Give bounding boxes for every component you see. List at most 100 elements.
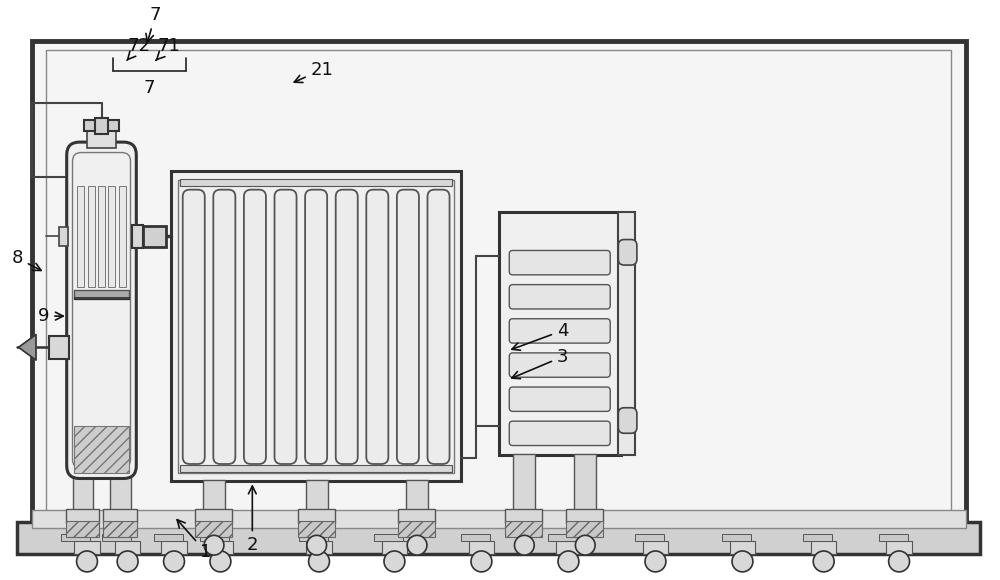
Bar — [161, 541, 187, 554]
Text: 71: 71 — [156, 37, 181, 60]
FancyBboxPatch shape — [213, 190, 235, 464]
FancyBboxPatch shape — [275, 190, 297, 464]
Bar — [88, 186, 95, 287]
Bar — [208, 541, 233, 554]
Bar — [73, 477, 93, 512]
Bar — [811, 541, 836, 554]
Bar — [46, 50, 951, 518]
Circle shape — [645, 551, 666, 572]
Bar — [143, 226, 166, 246]
Bar — [306, 480, 328, 512]
Bar — [180, 465, 452, 472]
Bar — [635, 534, 664, 541]
Bar — [398, 521, 435, 536]
FancyBboxPatch shape — [618, 408, 637, 433]
Bar — [566, 509, 603, 523]
Circle shape — [204, 535, 224, 555]
Text: 8: 8 — [12, 249, 41, 270]
Circle shape — [384, 551, 405, 572]
Bar — [66, 509, 99, 523]
Bar — [195, 509, 232, 523]
Bar — [87, 130, 116, 148]
Bar — [499, 212, 621, 455]
Circle shape — [889, 551, 910, 572]
Bar — [382, 541, 407, 554]
Bar — [154, 534, 183, 541]
Circle shape — [164, 551, 184, 572]
Bar — [132, 224, 143, 248]
Bar — [406, 480, 428, 512]
Circle shape — [407, 535, 427, 555]
Text: 7: 7 — [146, 5, 161, 42]
Bar — [730, 541, 755, 554]
Bar — [180, 179, 452, 186]
Circle shape — [575, 535, 595, 555]
Bar — [299, 534, 328, 541]
Bar — [643, 541, 668, 554]
FancyBboxPatch shape — [336, 190, 358, 464]
Bar — [115, 541, 140, 554]
Bar — [513, 454, 535, 512]
FancyBboxPatch shape — [509, 251, 610, 275]
Text: 1: 1 — [177, 520, 212, 561]
Circle shape — [813, 551, 834, 572]
Bar — [298, 509, 335, 523]
Text: 9: 9 — [38, 307, 63, 325]
Text: 2: 2 — [247, 486, 258, 554]
Bar — [74, 426, 129, 473]
Bar — [195, 521, 232, 536]
Bar — [505, 521, 542, 536]
Bar — [102, 534, 131, 541]
Bar — [95, 118, 108, 134]
FancyBboxPatch shape — [427, 190, 450, 464]
FancyBboxPatch shape — [618, 240, 637, 265]
Bar — [398, 509, 435, 523]
Bar — [77, 186, 84, 287]
Text: 3: 3 — [512, 347, 568, 379]
FancyBboxPatch shape — [366, 190, 388, 464]
Bar — [574, 454, 596, 512]
Bar — [103, 521, 137, 536]
Bar — [886, 541, 912, 554]
Bar — [461, 534, 490, 541]
Circle shape — [307, 535, 327, 555]
FancyBboxPatch shape — [67, 142, 136, 478]
FancyBboxPatch shape — [509, 387, 610, 411]
Bar — [98, 186, 105, 287]
Polygon shape — [19, 335, 36, 360]
Bar — [374, 534, 403, 541]
Bar — [74, 297, 129, 299]
FancyBboxPatch shape — [305, 190, 327, 464]
FancyBboxPatch shape — [509, 353, 610, 377]
Bar — [298, 521, 335, 536]
Circle shape — [471, 551, 492, 572]
Bar — [119, 186, 126, 287]
Bar — [178, 180, 454, 473]
Text: 7: 7 — [144, 79, 155, 97]
Bar — [469, 541, 494, 554]
Circle shape — [309, 551, 329, 572]
Bar — [171, 171, 461, 481]
FancyBboxPatch shape — [509, 421, 610, 445]
Bar — [108, 186, 115, 287]
Bar — [66, 521, 99, 536]
Bar — [32, 510, 966, 528]
Bar — [110, 477, 131, 512]
FancyBboxPatch shape — [509, 319, 610, 343]
Circle shape — [558, 551, 579, 572]
Bar — [548, 534, 577, 541]
Bar — [32, 41, 966, 528]
Bar — [306, 541, 332, 554]
FancyBboxPatch shape — [509, 285, 610, 309]
Bar — [103, 509, 137, 523]
Bar — [49, 336, 69, 359]
Text: 4: 4 — [512, 321, 568, 350]
Bar — [505, 509, 542, 523]
Bar — [803, 534, 832, 541]
Bar — [74, 541, 100, 554]
Bar — [566, 521, 603, 536]
FancyBboxPatch shape — [244, 190, 266, 464]
Bar — [879, 534, 908, 541]
Bar — [722, 534, 751, 541]
Bar — [17, 522, 980, 554]
